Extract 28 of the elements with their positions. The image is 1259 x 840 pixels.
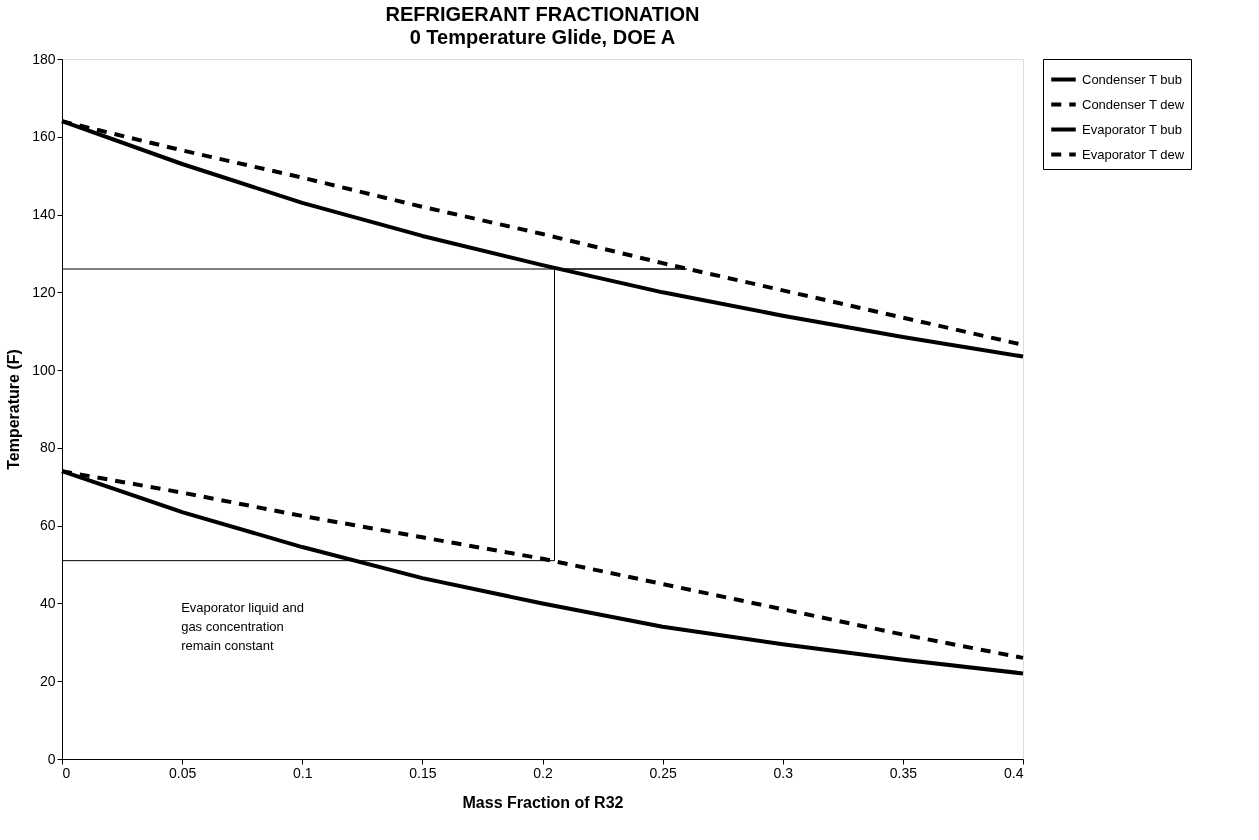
y-tick-label: 120	[32, 283, 56, 300]
legend-label: Evaporator T dew	[1082, 146, 1185, 162]
x-tick-label: 0.4	[1004, 764, 1024, 781]
chart-title: REFRIGERANT FRACTIONATION	[385, 3, 700, 25]
y-tick-label: 0	[47, 750, 56, 767]
x-tick-label: 0.1	[293, 764, 313, 781]
x-tick-label: 0.2	[533, 764, 553, 781]
y-tick-label: 60	[39, 517, 56, 534]
annotation: Evaporator liquid and gas concentration remain constant	[181, 599, 305, 653]
x-axis-title: Mass Fraction of R32	[462, 793, 624, 811]
y-tick-label: 20	[39, 672, 56, 689]
y-tick-label: 140	[32, 206, 56, 223]
y-axis-title: Temperature (F)	[5, 349, 23, 470]
y-tick-label: 180	[32, 50, 56, 67]
x-tick-label: 0	[62, 764, 71, 781]
chart-subtitle: 0 Temperature Glide, DOE A	[409, 26, 676, 48]
legend-label: Condenser T dew	[1082, 96, 1185, 112]
x-tick-label: 0.35	[889, 764, 918, 781]
x-tick-label: 0.25	[649, 764, 677, 781]
legend-label: Condenser T bub	[1082, 71, 1182, 87]
legend-label: Evaporator T bub	[1082, 121, 1182, 137]
y-tick-label: 160	[32, 128, 56, 145]
y-tick-label: 80	[39, 439, 56, 456]
y-tick-label: 40	[39, 594, 56, 611]
x-tick-label: 0.05	[169, 764, 197, 781]
x-tick-label: 0.15	[409, 764, 437, 781]
x-tick-label: 0.3	[773, 764, 794, 781]
y-tick-label: 100	[32, 361, 56, 378]
